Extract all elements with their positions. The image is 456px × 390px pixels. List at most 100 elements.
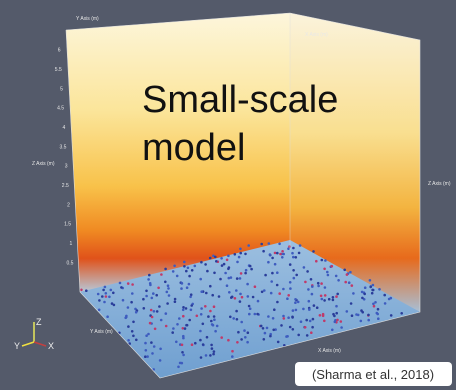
particle	[389, 296, 393, 300]
particle	[315, 259, 318, 263]
particle	[209, 309, 212, 313]
particle	[228, 291, 231, 294]
particle	[220, 336, 223, 339]
particle	[97, 308, 101, 312]
particle	[148, 282, 152, 285]
credit: (Sharma et al., 2018)	[312, 367, 434, 382]
particle	[294, 298, 297, 301]
particle	[292, 255, 295, 259]
particle	[187, 282, 191, 286]
particle	[286, 335, 289, 338]
axis-title: X Axis (m)	[305, 32, 328, 38]
particle	[349, 270, 352, 274]
particle	[210, 319, 213, 323]
particle	[273, 262, 277, 266]
triad-axis	[33, 341, 47, 347]
particle	[298, 244, 302, 247]
particle	[267, 315, 270, 318]
z-tick-label: 4.5	[57, 106, 64, 112]
triad-label: X	[48, 341, 54, 351]
particle	[135, 338, 138, 342]
particle	[227, 338, 230, 342]
particle	[209, 284, 212, 288]
particle	[289, 287, 292, 290]
axis-title: Z Axis (m)	[32, 161, 55, 167]
z-tick-label: 2	[67, 202, 70, 208]
particle	[165, 290, 169, 294]
particle	[199, 277, 202, 281]
particle	[389, 314, 393, 317]
particle	[268, 253, 272, 256]
particle	[106, 315, 109, 319]
particle	[166, 302, 169, 305]
title-line: model	[142, 127, 246, 169]
particle	[181, 308, 185, 312]
particle	[288, 325, 292, 329]
particle	[158, 305, 161, 308]
particle	[320, 297, 324, 301]
particle	[305, 334, 309, 337]
particle	[247, 244, 250, 247]
particle	[157, 286, 160, 290]
particle	[264, 273, 267, 277]
particle	[239, 272, 243, 275]
title-line: Small-scale	[142, 79, 338, 121]
particle	[144, 349, 148, 352]
particle	[337, 279, 340, 282]
particle	[316, 281, 320, 285]
particle	[124, 316, 127, 320]
particle	[273, 308, 276, 312]
particle	[244, 336, 247, 339]
particle	[220, 257, 223, 260]
particle	[213, 271, 216, 275]
particle	[239, 251, 242, 255]
particle	[153, 327, 157, 331]
particle	[227, 254, 230, 258]
particle	[326, 270, 329, 274]
particle	[189, 293, 193, 297]
axis-title: Z Axis (m)	[428, 181, 451, 187]
particle	[270, 280, 274, 283]
particle	[183, 260, 186, 264]
particle	[164, 267, 167, 271]
particle	[199, 356, 203, 359]
particle	[167, 294, 171, 297]
particle	[263, 289, 266, 292]
particle	[260, 290, 264, 294]
z-tick-label: 4	[62, 125, 65, 131]
particle	[181, 351, 184, 354]
particle	[273, 251, 277, 255]
particle	[214, 255, 217, 259]
particle	[180, 282, 184, 285]
particle	[211, 293, 214, 297]
particle	[315, 306, 319, 310]
particle	[175, 274, 179, 278]
particle	[235, 318, 239, 321]
particle	[144, 355, 147, 359]
particle	[308, 308, 311, 311]
particle	[336, 318, 339, 322]
particle	[199, 329, 202, 333]
particle	[215, 260, 218, 263]
particle	[281, 250, 284, 253]
z-tick-label: 3	[65, 164, 68, 170]
particle	[362, 298, 366, 301]
particle	[317, 284, 320, 288]
particle	[368, 279, 372, 282]
particle	[267, 242, 271, 245]
particle	[150, 315, 154, 319]
particle	[189, 308, 193, 312]
particle	[256, 299, 260, 303]
particle	[291, 309, 295, 312]
particle	[319, 294, 323, 298]
particle	[130, 330, 134, 333]
particle	[152, 292, 155, 295]
particle	[182, 334, 185, 338]
particle	[276, 340, 280, 344]
particle	[274, 328, 277, 331]
particle	[375, 311, 379, 315]
particle	[112, 291, 115, 295]
particle	[205, 335, 209, 339]
particle	[359, 319, 363, 323]
particle	[294, 301, 297, 305]
